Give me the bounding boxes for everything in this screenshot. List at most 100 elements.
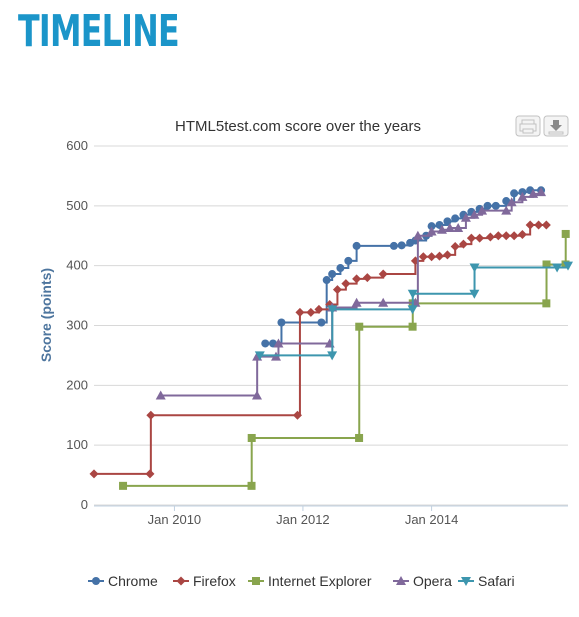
grid — [94, 145, 568, 506]
data-point-firefox — [525, 220, 535, 230]
y-tick-label: 300 — [66, 318, 88, 333]
data-point-chrome — [427, 222, 436, 231]
data-point-opera — [460, 212, 471, 222]
data-point-firefox — [89, 469, 99, 479]
data-point-firefox — [352, 274, 362, 284]
data-point-chrome — [277, 318, 286, 327]
data-point-chrome — [451, 214, 460, 223]
download-icon — [548, 120, 564, 135]
data-point-safari — [407, 289, 418, 299]
data-point-internet-explorer — [542, 299, 551, 308]
y-tick-label: 0 — [81, 497, 88, 512]
data-point-opera — [273, 338, 284, 348]
legend-item-chrome[interactable]: Chrome — [88, 573, 158, 589]
data-point-firefox — [332, 285, 342, 295]
y-tick-label: 400 — [66, 258, 88, 273]
data-point-opera — [506, 197, 517, 207]
data-point-firefox — [146, 410, 156, 420]
data-point-firefox — [458, 239, 468, 249]
series-safari — [254, 261, 573, 361]
legend: Chrome Firefox Internet Explorer Opera Safar… — [88, 573, 515, 589]
data-point-firefox — [306, 307, 316, 317]
legend-label: Safari — [478, 573, 515, 589]
y-axis: 0 100 200 300 400 500 600 — [66, 138, 88, 512]
data-point-firefox — [501, 231, 511, 241]
y-axis-title: Score (points) — [38, 268, 54, 362]
data-point-chrome — [389, 241, 398, 250]
x-tick-label: Jan 2010 — [148, 512, 202, 527]
series-line-opera — [160, 192, 543, 397]
data-point-safari — [327, 351, 338, 361]
data-point-chrome — [502, 197, 511, 206]
series — [89, 186, 573, 490]
data-point-opera — [155, 390, 166, 400]
data-point-opera — [536, 187, 547, 197]
data-point-chrome — [344, 256, 353, 265]
data-point-safari — [469, 263, 480, 273]
print-button[interactable] — [515, 115, 541, 137]
data-point-chrome — [510, 189, 519, 198]
data-point-internet-explorer — [542, 260, 551, 269]
y-tick-label: 200 — [66, 377, 88, 392]
data-point-firefox — [450, 242, 460, 252]
data-point-firefox — [295, 307, 305, 317]
data-point-opera — [412, 230, 423, 240]
data-point-internet-explorer — [561, 229, 570, 238]
data-point-safari — [254, 351, 265, 361]
data-point-opera — [517, 191, 528, 201]
series-firefox — [89, 220, 551, 479]
data-point-chrome — [491, 201, 500, 210]
data-point-opera — [251, 390, 262, 400]
data-point-opera — [501, 205, 512, 215]
data-point-opera — [378, 297, 389, 307]
y-tick-label: 100 — [66, 437, 88, 452]
data-point-opera — [453, 222, 464, 232]
data-point-safari — [407, 305, 418, 315]
data-point-chrome — [328, 270, 337, 279]
data-point-chrome — [443, 217, 452, 226]
data-point-chrome — [317, 318, 326, 327]
legend-label: Firefox — [193, 573, 236, 589]
data-point-opera — [528, 188, 539, 198]
data-point-internet-explorer — [355, 322, 364, 331]
data-point-safari — [327, 305, 338, 315]
data-point-firefox — [475, 233, 485, 243]
legend-marker — [176, 576, 186, 586]
data-point-firefox — [493, 231, 503, 241]
data-point-opera — [436, 224, 447, 234]
y-tick-label: 600 — [66, 138, 88, 153]
data-point-chrome — [397, 241, 406, 250]
data-point-firefox — [534, 220, 544, 230]
data-point-firefox — [314, 304, 324, 314]
legend-label: Opera — [413, 573, 452, 589]
legend-item-opera[interactable]: Opera — [393, 573, 452, 589]
data-point-firefox — [509, 231, 519, 241]
data-point-opera — [469, 209, 480, 219]
legend-item-safari[interactable]: Safari — [458, 573, 515, 589]
data-point-firefox — [145, 469, 155, 479]
data-point-opera — [351, 297, 362, 307]
chart-title: HTML5test.com score over the years — [175, 118, 421, 135]
data-point-firefox — [378, 269, 388, 279]
x-tick-label: Jan 2012 — [276, 512, 330, 527]
legend-marker — [92, 577, 100, 585]
data-point-opera — [477, 205, 488, 215]
legend-label: Chrome — [108, 573, 158, 589]
data-point-firefox — [292, 410, 302, 420]
data-point-opera — [426, 226, 437, 236]
data-point-chrome — [352, 241, 361, 250]
download-button[interactable] — [543, 115, 569, 137]
data-point-firefox — [362, 273, 372, 283]
legend-item-internet-explorer[interactable]: Internet Explorer — [248, 573, 372, 589]
data-point-firefox — [341, 279, 351, 289]
data-point-internet-explorer — [355, 433, 364, 442]
data-point-chrome — [261, 339, 270, 348]
legend-item-firefox[interactable]: Firefox — [173, 573, 236, 589]
data-point-firefox — [541, 220, 551, 230]
series-line-firefox — [94, 223, 547, 475]
data-point-firefox — [466, 233, 476, 243]
data-point-firefox — [442, 250, 452, 260]
legend-marker — [396, 576, 406, 585]
data-point-internet-explorer — [247, 481, 256, 490]
